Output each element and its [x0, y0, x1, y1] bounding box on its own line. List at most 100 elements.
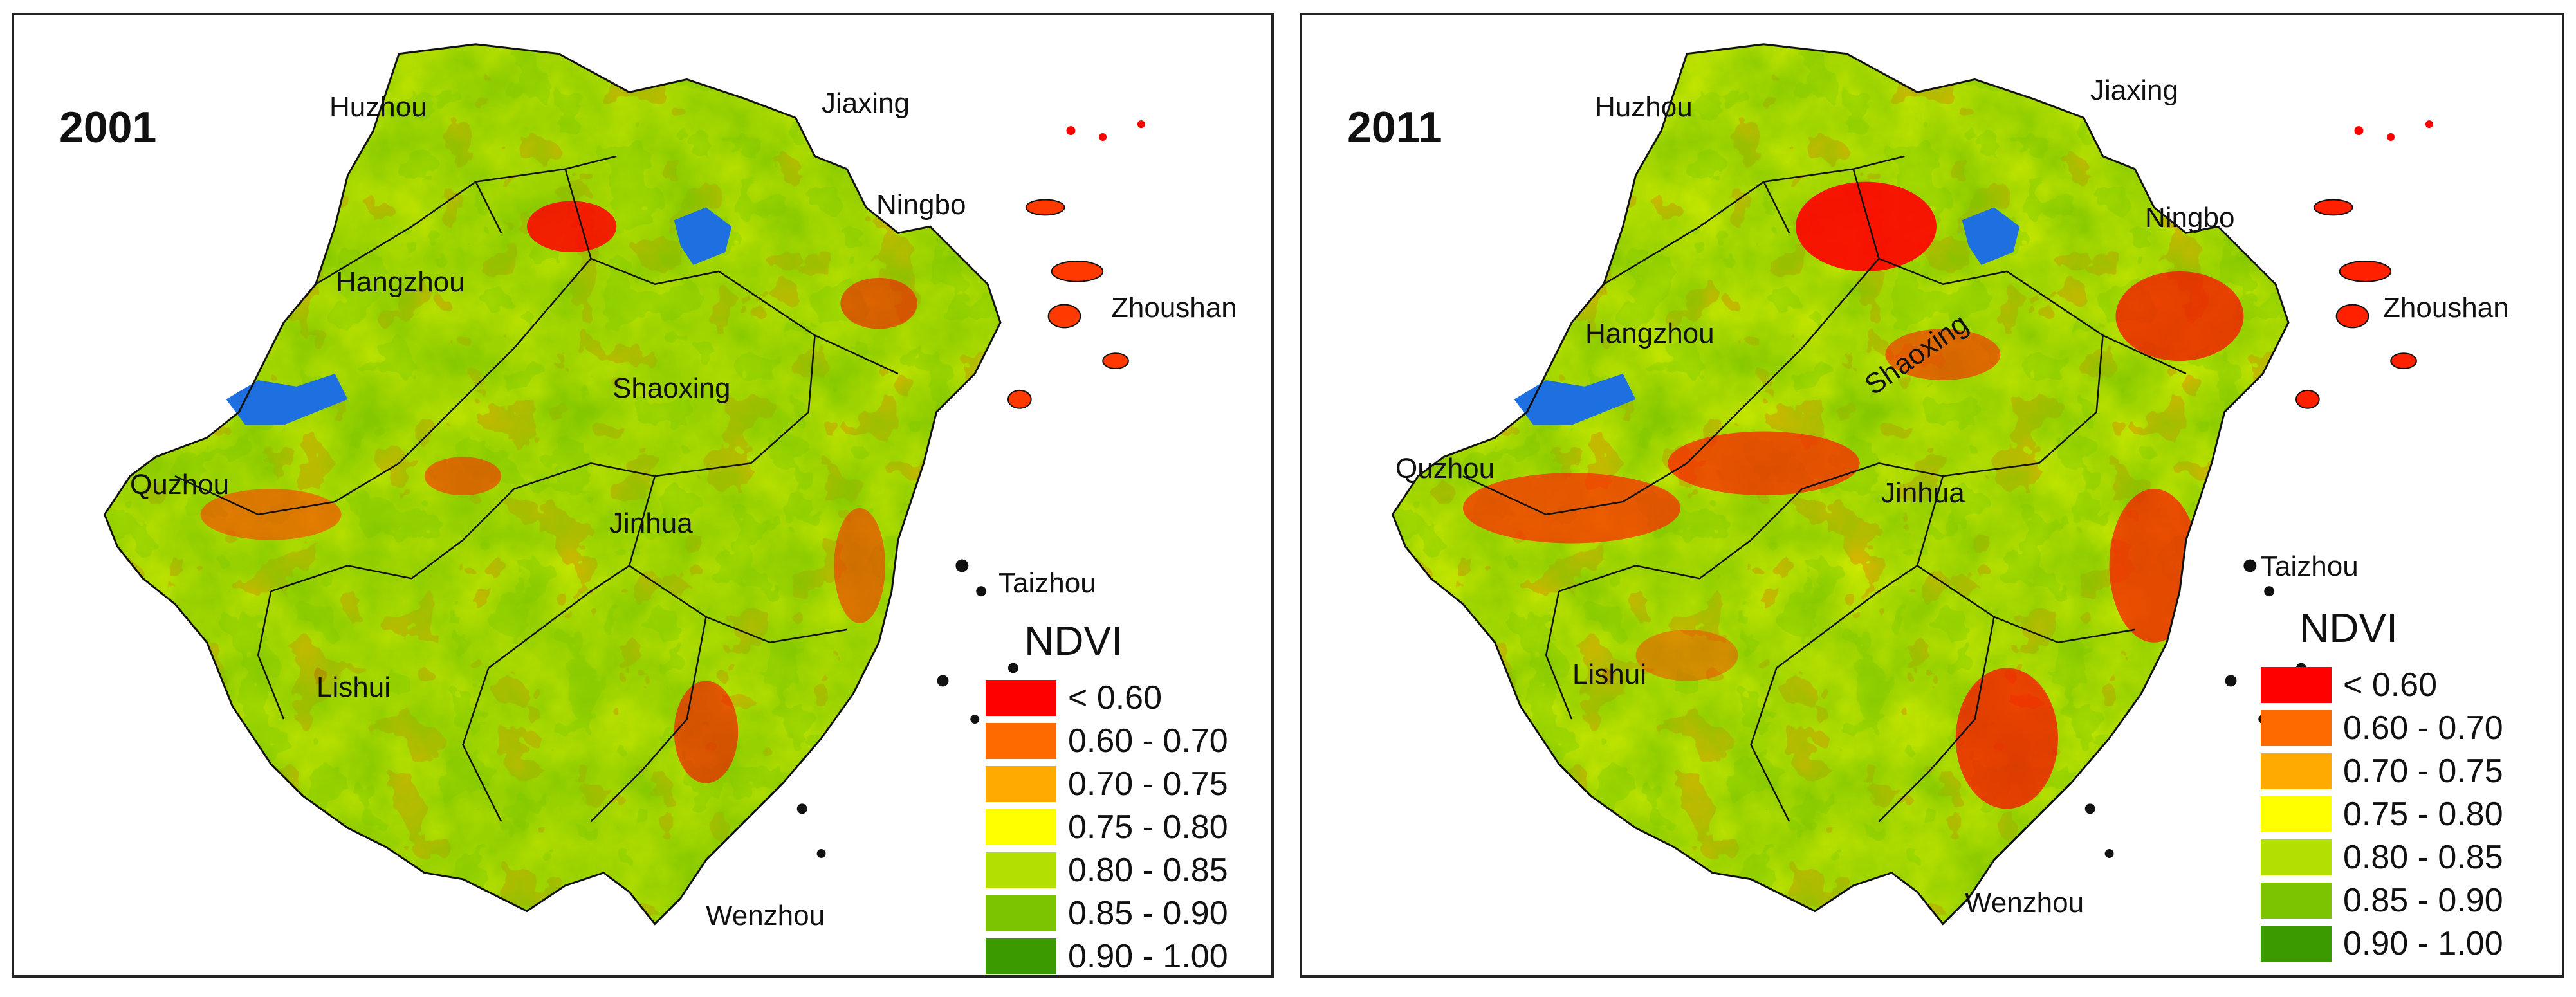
urban-zone-ningbo: [840, 277, 917, 329]
city-label-taizhou: Taizhou: [998, 567, 1096, 599]
legend-label: 0.70 - 0.75: [2343, 752, 2503, 790]
city-label-quzhou: Quzhou: [130, 469, 230, 500]
legend-label: < 0.60: [1068, 679, 1163, 717]
urban-zone-lishui: [1635, 629, 1738, 681]
city-label-ningbo: Ningbo: [876, 189, 966, 221]
city-label-huzhou: Huzhou: [329, 91, 427, 123]
map-panel-2011: 2011 Huzhou Jiaxing Ningbo Hangzhou Zhou…: [1300, 13, 2564, 978]
city-label-jinhua: Jinhua: [609, 508, 693, 539]
legend-title: NDVI: [2299, 605, 2398, 651]
legend-swatch: [986, 852, 1056, 888]
province-outline: [1391, 43, 2290, 926]
legend-label: 0.80 - 0.85: [1068, 851, 1228, 889]
legend-label: 0.60 - 0.70: [2343, 709, 2503, 747]
legend-swatch: [2261, 666, 2332, 703]
legend-swatch: [2261, 839, 2332, 875]
urban-zone-quzhou: [200, 489, 342, 540]
offshore-red-dots: [2354, 120, 2433, 141]
ndvi-map-2001: [103, 43, 1145, 926]
legend-item: 0.60 - 0.70: [986, 719, 1228, 762]
qiantang-estuary: [674, 207, 732, 265]
urban-zone-quzhou: [1462, 473, 1681, 544]
coastal-islets: [796, 559, 1018, 858]
city-label-lishui: Lishui: [1572, 659, 1646, 690]
urban-zone-taizhou: [834, 508, 885, 623]
ndvi-legend: NDVI < 0.60 0.60 - 0.70 0.70 - 0.75 0.75 - …: [986, 617, 1228, 975]
urban-zone-wenzhou: [674, 681, 739, 783]
legend-item: 0.80 - 0.85: [986, 848, 1228, 892]
qiandao-lake: [1514, 374, 1636, 425]
city-label-jiaxing: Jiaxing: [2090, 75, 2178, 106]
city-label-hangzhou: Hangzhou: [336, 266, 465, 298]
ndvi-map-2011: [1391, 43, 2433, 926]
legend-item: 0.85 - 0.90: [2261, 879, 2503, 922]
legend-swatch: [2261, 925, 2332, 962]
legend-item: 0.90 - 1.00: [986, 935, 1228, 975]
year-label-2011: 2011: [1347, 103, 1442, 152]
legend-title: NDVI: [1024, 617, 1123, 664]
legend-label: < 0.60: [2343, 666, 2438, 704]
legend-swatch: [2261, 796, 2332, 832]
legend-swatch: [986, 809, 1056, 845]
legend-item: 0.70 - 0.75: [2261, 749, 2503, 792]
legend-label: 0.85 - 0.90: [2343, 881, 2503, 919]
city-label-ningbo: Ningbo: [2145, 202, 2235, 233]
offshore-red-dots: [1066, 120, 1145, 141]
urban-zone-jinhua: [1668, 431, 1860, 495]
legend-swatch: [986, 895, 1056, 931]
legend-item: 0.70 - 0.75: [986, 762, 1228, 805]
legend-label: 0.80 - 0.85: [2343, 838, 2503, 876]
city-label-zhoushan: Zhoushan: [2383, 292, 2509, 324]
legend-swatch: [2261, 709, 2332, 746]
legend-label: 0.90 - 1.00: [1068, 937, 1228, 975]
legend-swatch: [2261, 882, 2332, 919]
legend-item: 0.90 - 1.00: [2261, 922, 2503, 965]
urban-zone-hangzhou: [1796, 181, 1937, 271]
urban-zone-hangzhou: [526, 201, 617, 253]
legend-item: < 0.60: [2261, 663, 2503, 706]
city-label-quzhou: Quzhou: [1395, 453, 1495, 484]
legend-label: 0.75 - 0.80: [1068, 808, 1228, 846]
legend-swatch: [986, 679, 1056, 716]
city-label-wenzhou: Wenzhou: [1965, 887, 2084, 919]
city-label-huzhou: Huzhou: [1595, 91, 1693, 123]
legend-swatch: [986, 938, 1056, 974]
city-label-jiaxing: Jiaxing: [822, 87, 910, 119]
qiandao-lake: [226, 374, 348, 425]
legend-item: 0.75 - 0.80: [2261, 792, 2503, 836]
legend-label: 0.60 - 0.70: [1068, 722, 1228, 760]
legend-rows: < 0.60 0.60 - 0.70 0.70 - 0.75 0.75 - 0.80 0…: [2261, 663, 2503, 965]
city-label-shaoxing: Shaoxing: [612, 372, 731, 404]
city-label-zhoushan: Zhoushan: [1111, 292, 1237, 324]
map-panel-2001: 2001 Huzhou Jiaxing Ningbo Hangzhou Zhou…: [12, 13, 1274, 978]
legend-swatch: [2261, 753, 2332, 789]
legend-label: 0.85 - 0.90: [1068, 894, 1228, 932]
district-boundaries: [174, 155, 899, 823]
legend-label: 0.75 - 0.80: [2343, 795, 2503, 833]
legend-swatch: [986, 722, 1056, 759]
legend-item: 0.60 - 0.70: [2261, 706, 2503, 749]
urban-zone-jinhua: [424, 457, 502, 495]
zhoushan-islands: [1007, 199, 1129, 409]
ndvi-legend: NDVI < 0.60 0.60 - 0.70 0.70 - 0.75 0.75 - …: [2261, 604, 2503, 965]
city-label-lishui: Lishui: [317, 672, 391, 703]
legend-item: 0.85 - 0.90: [986, 892, 1228, 935]
urban-zone-wenzhou: [1955, 668, 2058, 809]
legend-item: < 0.60: [986, 676, 1228, 719]
legend-item: 0.80 - 0.85: [2261, 836, 2503, 879]
city-label-hangzhou: Hangzhou: [1585, 318, 1715, 349]
legend-item: 0.75 - 0.80: [986, 805, 1228, 848]
legend-label: 0.70 - 0.75: [1068, 765, 1228, 803]
legend-swatch: [986, 765, 1056, 802]
year-label-2001: 2001: [59, 103, 157, 152]
urban-zone-shaoxing: [1885, 329, 2001, 380]
zhoushan-islands: [2295, 199, 2417, 409]
city-label-jinhua: Jinhua: [1881, 477, 1965, 509]
urban-zone-ningbo: [2115, 271, 2244, 361]
legend-label: 0.90 - 1.00: [2343, 924, 2503, 962]
district-boundaries: [1462, 155, 2187, 823]
province-outline: [103, 43, 1002, 926]
qiantang-estuary: [1962, 207, 2020, 265]
city-label-wenzhou: Wenzhou: [706, 900, 825, 931]
city-label-taizhou: Taizhou: [2261, 551, 2359, 582]
